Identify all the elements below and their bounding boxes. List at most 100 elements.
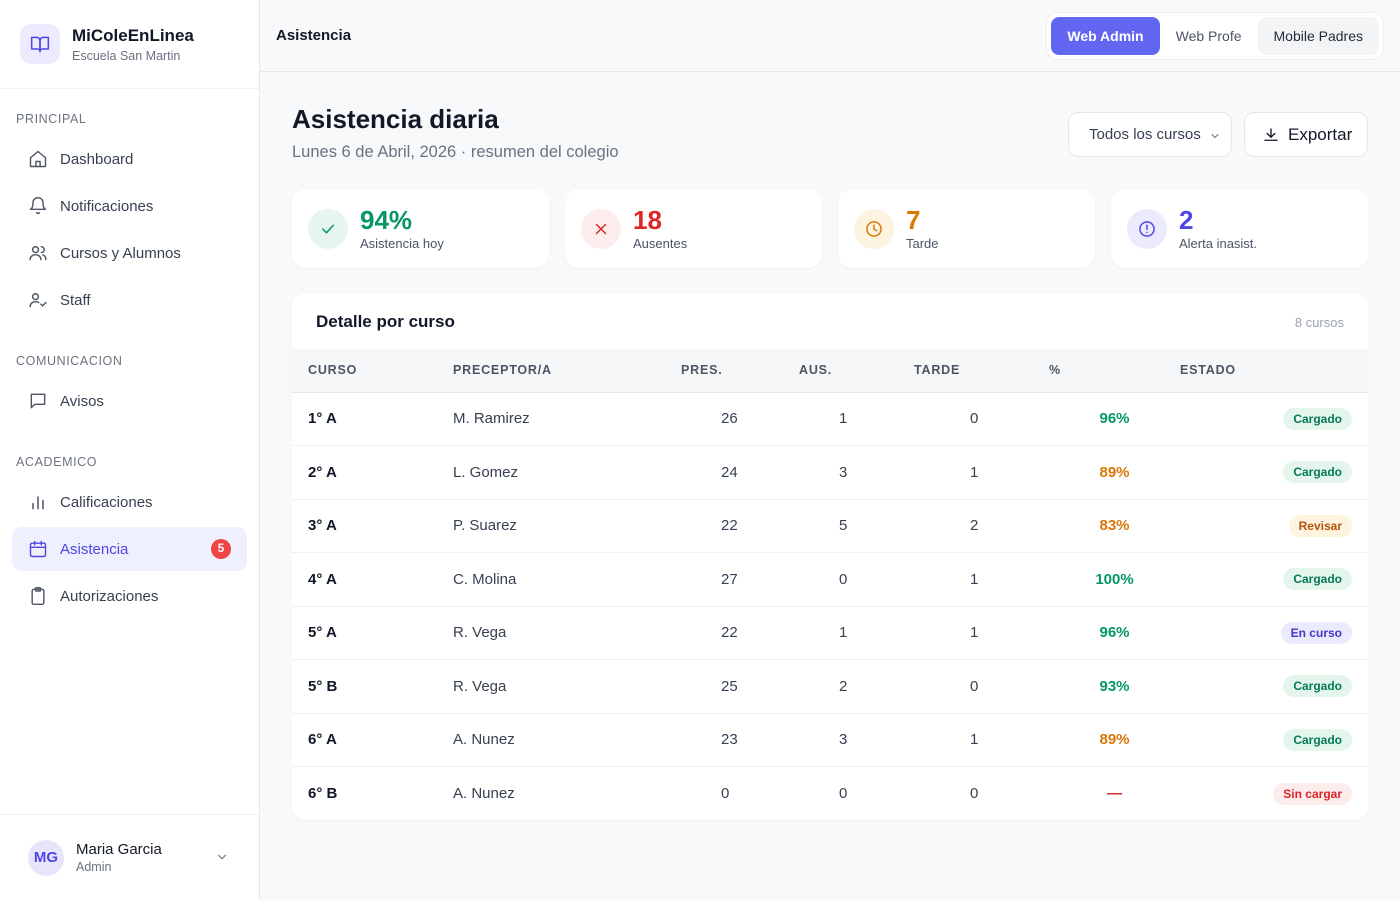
status-badge[interactable]: En curso [1280,621,1352,644]
cell-tarde: 0 [970,785,979,802]
sidebar-item-notificaciones[interactable]: Notificaciones [12,184,247,228]
cell-estado: Sin cargar [1180,767,1368,821]
cell-tarde: 0 [914,392,1049,446]
cell-porcentaje: 96% [1049,606,1180,660]
cell-curso: 4° A [292,552,453,607]
view-web-admin[interactable]: Web Admin [1051,17,1160,55]
status-badge[interactable]: Cargado [1283,675,1352,698]
course-filter-select[interactable]: Todos los cursos [1068,112,1232,157]
attendance-table: CURSO PRECEPTOR/A PRES. AUS. TARDE % EST… [292,349,1368,820]
panel-title: Detalle por curso [316,312,455,331]
kpi-value: 2 [1179,205,1194,235]
cell-presentes: 25 [681,659,799,714]
cell-porcentaje: 89% [1049,713,1180,767]
kpi-ausentes: 18 Ausentes [565,189,822,268]
cell-curso: 6° B [308,785,338,802]
page-subtitle: Lunes 6 de Abril, 2026 · resumen del col… [292,143,619,161]
status-badge[interactable]: Revisar [1288,514,1352,537]
sidebar-item-cursos-alumnos[interactable]: Cursos y Alumnos [12,231,247,275]
status-badge[interactable]: Cargado [1283,461,1352,484]
cell-tarde: 0 [914,659,1049,714]
cell-estado: Cargado [1180,713,1368,767]
section-title-principal: PRINCIPAL [16,112,87,126]
sidebar-item-asistencia[interactable]: Asistencia 5 [12,527,247,571]
cell-tarde: 1 [914,445,1049,500]
cell-ausentes: 1 [799,606,914,660]
table-row[interactable]: 4° A C. Molina 27 0 1 100% Cargado [292,552,1368,607]
cell-porcentaje: 100% [1049,552,1180,607]
cell-preceptor: A. Nunez [453,785,515,802]
column-header-presentes[interactable]: PRES. [681,349,799,393]
cell-preceptor: R. Vega [453,606,681,660]
course-count: 8 cursos [1294,315,1344,330]
sidebar-item-label: Dashboard [60,150,134,168]
table-row[interactable]: 1° A M. Ramirez 26 1 0 96% Cargado [292,392,1368,446]
sidebar-item-avisos[interactable]: Avisos [12,379,247,423]
cell-tarde: 1 [914,713,1049,767]
table-row[interactable]: 3° A P. Suarez 22 5 2 83% Revisar [292,499,1368,553]
detail-panel: Detalle por curso 8 cursos CURSO PRECEPT… [292,293,1368,820]
sidebar-item-label: Cursos y Alumnos [60,244,181,262]
cell-preceptor: M. Ramirez [453,392,681,446]
status-badge[interactable]: Cargado [1283,568,1352,591]
sidebar-item-label: Staff [60,291,91,309]
kpi-value: 7 [906,205,921,235]
kpi-tarde: 7 Tarde [838,189,1095,268]
cell-preceptor: C. Molina [453,552,681,607]
table-row[interactable]: 6° A A. Nunez 23 3 1 89% Cargado [292,713,1368,767]
column-header-ausentes[interactable]: AUS. [799,349,914,393]
cell-ausentes: 0 [839,785,848,802]
column-header-estado[interactable]: ESTADO [1180,349,1368,393]
check-icon [308,208,348,249]
sidebar-item-label: Avisos [60,392,104,410]
alert-circle-icon [1127,208,1167,249]
cell-presentes: 27 [681,552,799,607]
table-row[interactable]: 6° B A. Nunez 0 0 0 — Sin cargar [292,767,1368,821]
cell-estado: Revisar [1180,499,1368,553]
user-check-icon [28,290,48,310]
section-title-comunicacion: COMUNICACION [16,354,123,368]
cell-porcentaje: 93% [1049,659,1180,714]
brand[interactable]: MiColeEnLinea Escuela San Martin [0,0,259,89]
view-mobile-padres[interactable]: Mobile Padres [1257,17,1379,55]
sidebar-item-staff[interactable]: Staff [12,278,247,322]
cell-ausentes: 2 [799,659,914,714]
message-square-icon [28,391,48,411]
table-row[interactable]: 5° A R. Vega 22 1 1 96% En curso [292,606,1368,660]
cell-tarde: 2 [914,499,1049,553]
table-row[interactable]: 2° A L. Gomez 24 3 1 89% Cargado [292,445,1368,500]
cell-presentes: 22 [681,499,799,553]
section-title-academico: ACADEMICO [16,455,98,469]
export-button[interactable]: Exportar [1244,112,1368,157]
sidebar-item-calificaciones[interactable]: Calificaciones [12,480,247,524]
export-label: Exportar [1288,124,1353,144]
cell-preceptor: A. Nunez [453,713,681,767]
cell-estado: Cargado [1180,392,1368,446]
sidebar-item-autorizaciones[interactable]: Autorizaciones [12,574,247,618]
column-header-curso[interactable]: CURSO [292,349,453,393]
status-badge[interactable]: Cargado [1283,728,1352,751]
home-icon [28,149,48,169]
table-row[interactable]: 5° B R. Vega 25 2 0 93% Cargado [292,659,1368,714]
status-badge[interactable]: Cargado [1283,407,1352,430]
column-header-preceptor[interactable]: PRECEPTOR/A [453,349,681,393]
status-badge[interactable]: Sin cargar [1273,782,1352,805]
book-open-icon [20,24,60,64]
cell-estado: Cargado [1180,445,1368,500]
kpi-value: 18 [633,205,662,235]
download-icon [1262,126,1280,144]
cell-curso: 1° A [292,392,453,446]
cell-preceptor: R. Vega [453,659,681,714]
user-menu[interactable]: MG Maria Garcia Admin [0,814,259,900]
sidebar-item-dashboard[interactable]: Dashboard [12,137,247,181]
column-header-tarde[interactable]: TARDE [914,349,1049,393]
user-name: Maria Garcia [76,841,162,858]
school-name: Escuela San Martin [72,48,181,63]
view-web-profe[interactable]: Web Profe [1175,28,1242,44]
chevron-down-icon[interactable] [215,850,229,869]
avatar: MG [28,839,64,876]
cell-presentes: 22 [681,606,799,660]
user-role: Admin [76,860,112,874]
column-header-porcentaje[interactable]: % [1049,349,1180,393]
kpi-alerta-inasistencia: 2 Alerta inasist. [1111,189,1368,268]
